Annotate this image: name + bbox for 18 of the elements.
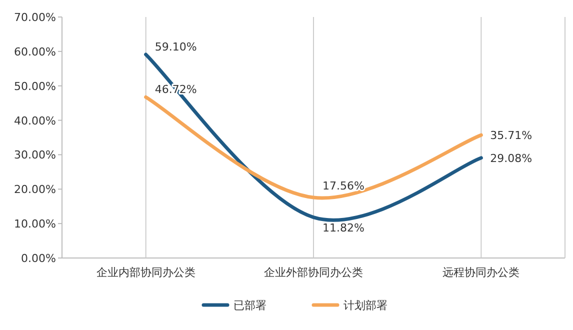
y-tick-label: 20.00% [14,183,56,196]
y-tick-label: 60.00% [14,45,56,58]
y-tick-label: 10.00% [14,218,56,231]
y-tick-label: 0.00% [21,252,56,265]
data-label: 35.71% [490,129,532,142]
y-tick-label: 40.00% [14,114,56,128]
legend-label: 已部署 [234,299,266,312]
data-label: 59.10% [154,40,197,54]
y-tick-label: 70.00% [14,11,56,24]
data-label: 17.56% [322,180,364,193]
x-tick-label: 远程协同办公类 [442,266,520,279]
x-tick-label: 企业内部协同办公类 [96,266,196,279]
y-tick-label: 50.00% [14,80,56,93]
x-tick-label: 企业外部协同办公类 [264,266,363,279]
legend-label: 计划部署 [344,299,388,312]
data-label: 29.08% [490,152,532,165]
data-label: 11.82% [322,221,364,234]
y-tick-label: 30.00% [14,148,56,162]
